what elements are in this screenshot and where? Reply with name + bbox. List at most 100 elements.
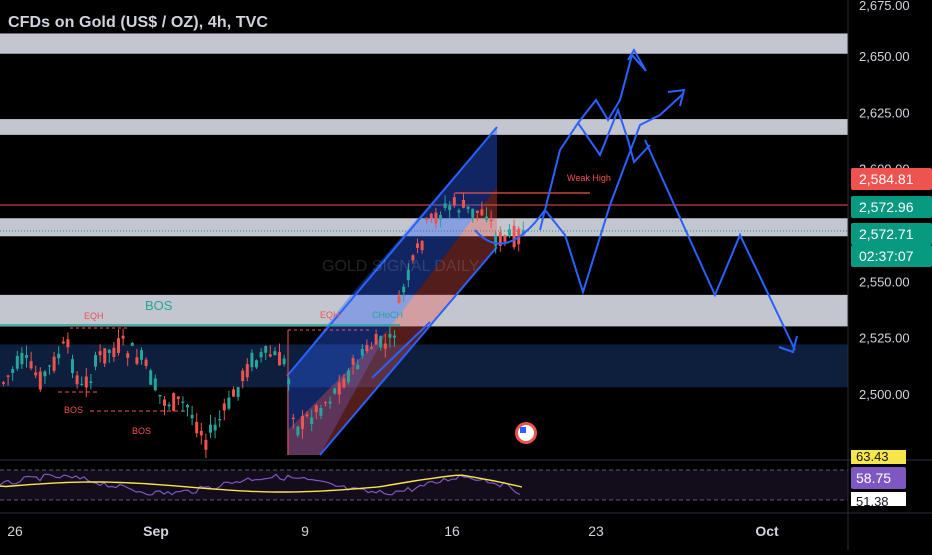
price-label-box (851, 245, 932, 267)
y-tick-label: 2,525.00 (859, 331, 910, 346)
candle-body (406, 270, 410, 281)
candle-body (34, 372, 38, 376)
candle-body (480, 209, 484, 216)
arrowhead (667, 88, 686, 107)
candle-body (135, 357, 139, 364)
candle-body (319, 408, 323, 416)
candle-body (195, 421, 199, 434)
eqh-label: EQH (84, 311, 104, 321)
candle-body (434, 212, 438, 224)
candle-body (75, 375, 79, 385)
candle-body (98, 351, 102, 356)
candle-body (305, 414, 309, 417)
candle-body (466, 206, 470, 209)
candle-body (213, 424, 217, 431)
candle-body (38, 371, 42, 390)
channel-lower-line (371, 321, 431, 379)
candle-body (287, 379, 291, 385)
candle-body (268, 354, 272, 357)
candle-body (199, 430, 203, 436)
candle-body (397, 296, 401, 303)
candle-body (374, 334, 378, 345)
candle-body (167, 404, 171, 407)
price-label-box (851, 223, 932, 245)
candle-body (324, 402, 327, 404)
candle-body (144, 359, 148, 367)
price-label: 02:37:07 (859, 248, 914, 264)
rsi-lower-label: 51.38 (856, 494, 889, 509)
candle-body (48, 365, 51, 367)
rsi-ma-line (0, 474, 523, 493)
y-tick-label: 2,650.00 (859, 49, 910, 64)
candle-body (11, 369, 15, 373)
rsi-line (0, 473, 521, 496)
candle-body (20, 352, 24, 365)
rsi-value-label: 58.75 (856, 470, 891, 486)
x-tick-label: 23 (588, 523, 604, 539)
candle-body (512, 225, 516, 248)
candle-body (301, 415, 304, 429)
bos-label-lower: BOS (132, 426, 151, 436)
candle-body (52, 356, 56, 371)
candle-body (25, 355, 28, 358)
candle-body (337, 382, 341, 395)
x-tick-label: 26 (7, 523, 23, 539)
price-label-box (851, 168, 932, 190)
candle-body (282, 358, 286, 365)
candle-body (163, 399, 166, 406)
candle-body (43, 371, 47, 377)
candle-body (342, 378, 346, 388)
arrowhead (778, 335, 798, 354)
candle-body (153, 378, 157, 391)
x-tick-label: 9 (301, 523, 309, 539)
candle-body (379, 336, 383, 348)
candle-body (485, 216, 488, 221)
eqh-label: EQH (320, 310, 340, 320)
resistance-zone (0, 33, 848, 54)
candle-body (360, 348, 364, 356)
candle-body (255, 360, 258, 368)
candle-body (370, 346, 373, 349)
projection-path (644, 139, 796, 351)
candle-body (439, 214, 442, 220)
candle-body (278, 352, 281, 366)
candle-body (57, 353, 61, 359)
y-tick-label: 2,675.00 (859, 0, 910, 13)
chart-title: CFDs on Gold (US$ / OZ), 4h, TVC (8, 14, 269, 31)
bos-label: BOS (145, 298, 173, 313)
watermark: GOLD SIGNAL DAILY (322, 258, 480, 275)
candle-body (351, 358, 355, 365)
candle-body (112, 347, 116, 357)
candle-body (356, 364, 360, 370)
candle-body (310, 417, 314, 425)
candle-body (2, 382, 5, 384)
channel-fill-blue (287, 296, 388, 455)
candle-body (475, 210, 479, 213)
candle-body (130, 342, 134, 346)
candle-body (176, 396, 180, 400)
candle-body (420, 240, 424, 251)
price-label: 2,572.96 (859, 199, 914, 215)
candle-body (94, 355, 97, 367)
candle-body (264, 346, 268, 353)
y-tick-label: 2,625.00 (859, 105, 910, 120)
candle-body (452, 197, 456, 206)
candle-body (314, 405, 318, 413)
rsi-upper-label: 63.43 (856, 449, 889, 464)
candle-body (232, 389, 235, 397)
candle-body (402, 286, 406, 293)
candle-body (61, 341, 65, 344)
candle-body (425, 218, 429, 220)
choch-label: CHoCH (372, 310, 403, 320)
candle-body (250, 352, 254, 368)
candle-body (365, 345, 369, 352)
flag-icon (520, 427, 526, 433)
candle-body (204, 439, 208, 450)
candle-body (84, 376, 88, 388)
resistance-zone (0, 294, 848, 327)
candle-body (416, 243, 419, 248)
projection-path (577, 52, 647, 124)
candle-body (236, 387, 240, 397)
